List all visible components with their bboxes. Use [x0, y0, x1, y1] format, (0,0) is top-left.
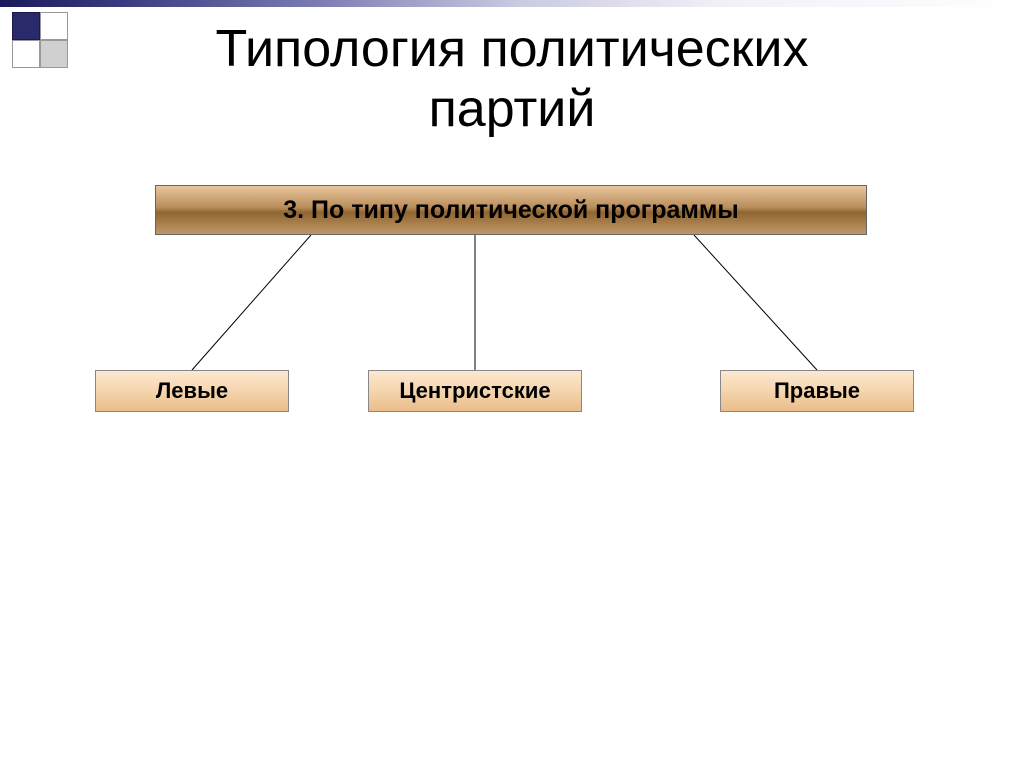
title-line-2: партий — [429, 80, 596, 138]
top-gradient-border — [0, 0, 1024, 7]
slide-title: Типология политических партий — [0, 20, 1024, 140]
connector-right — [694, 235, 817, 370]
connector-left — [192, 235, 311, 370]
child-text-center: Центристские — [399, 378, 550, 404]
child-box-left: Левые — [95, 370, 289, 412]
connector-lines — [0, 235, 1024, 375]
child-text-right: Правые — [774, 378, 860, 404]
child-box-center: Центристские — [368, 370, 582, 412]
main-category-box: 3. По типу политической программы — [155, 185, 867, 235]
child-box-right: Правые — [720, 370, 914, 412]
child-text-left: Левые — [156, 378, 228, 404]
main-category-text: 3. По типу политической программы — [283, 196, 738, 225]
title-line-1: Типология политических — [216, 20, 809, 78]
